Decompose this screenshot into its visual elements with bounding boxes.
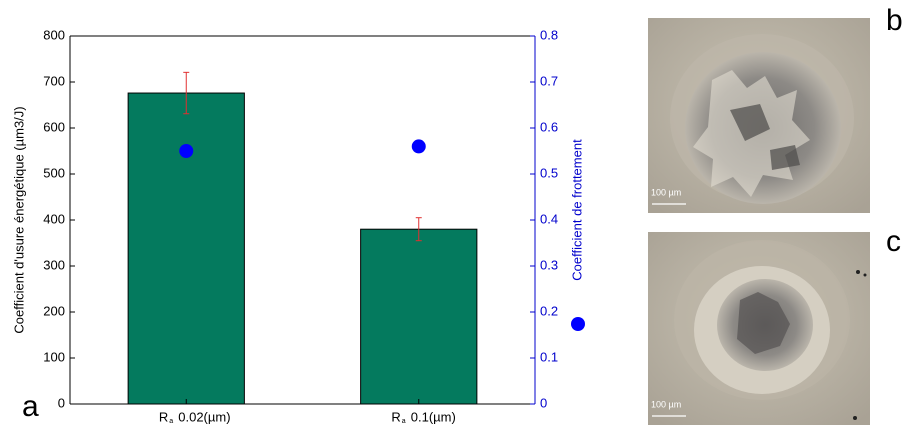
y2-axis-label: Coefficient de frottement	[569, 139, 584, 281]
category-subscript: a	[402, 418, 406, 425]
y-tick-label: 300	[43, 257, 65, 272]
y-tick-label: 500	[43, 165, 65, 180]
point	[179, 144, 194, 158]
y2-tick-label: 0.8	[540, 27, 558, 42]
y2-tick-label: 0.3	[540, 257, 558, 272]
y2-tick-label: 0	[540, 395, 547, 410]
y-axis-label: Coefficient d'usure énergétique (µm3/J)	[11, 106, 26, 333]
y2-tick-label: 0.4	[540, 211, 558, 226]
y-tick-label: 600	[43, 119, 65, 134]
bar	[127, 92, 245, 405]
micrograph-b	[648, 18, 870, 213]
y2-tick-label: 0.1	[540, 349, 558, 364]
bar	[360, 228, 478, 405]
y2-tick-label: 0.5	[540, 165, 558, 180]
y2-tick-label: 0.7	[540, 73, 558, 88]
category-symbol: R	[391, 409, 400, 424]
point	[411, 139, 426, 154]
y-tick-label: 200	[43, 303, 65, 318]
panel-label: c	[886, 225, 901, 258]
category-subscript: a	[169, 418, 173, 425]
y2-tick-label: 0.6	[540, 119, 558, 134]
y-tick-label: 800	[43, 27, 65, 42]
micrograph-c	[648, 232, 870, 425]
error-bar	[183, 71, 190, 115]
category-symbol: R	[159, 409, 168, 424]
panel-label: b	[886, 4, 903, 37]
error-bar	[415, 217, 422, 242]
scale-bar-label: 100 µm	[651, 399, 681, 409]
scale-bar-label: 100 µm	[651, 187, 681, 197]
x-tick-label: 0.1(µm)	[411, 409, 456, 424]
panel-label: a	[22, 390, 39, 423]
y-tick-label: 0	[58, 395, 65, 410]
y-tick-label: 100	[43, 349, 65, 364]
legend-marker	[571, 317, 585, 331]
x-tick-label: 0.02(µm)	[178, 409, 230, 424]
y2-tick-label: 0.2	[540, 303, 558, 318]
y-tick-label: 400	[43, 211, 65, 226]
y-tick-label: 700	[43, 73, 65, 88]
